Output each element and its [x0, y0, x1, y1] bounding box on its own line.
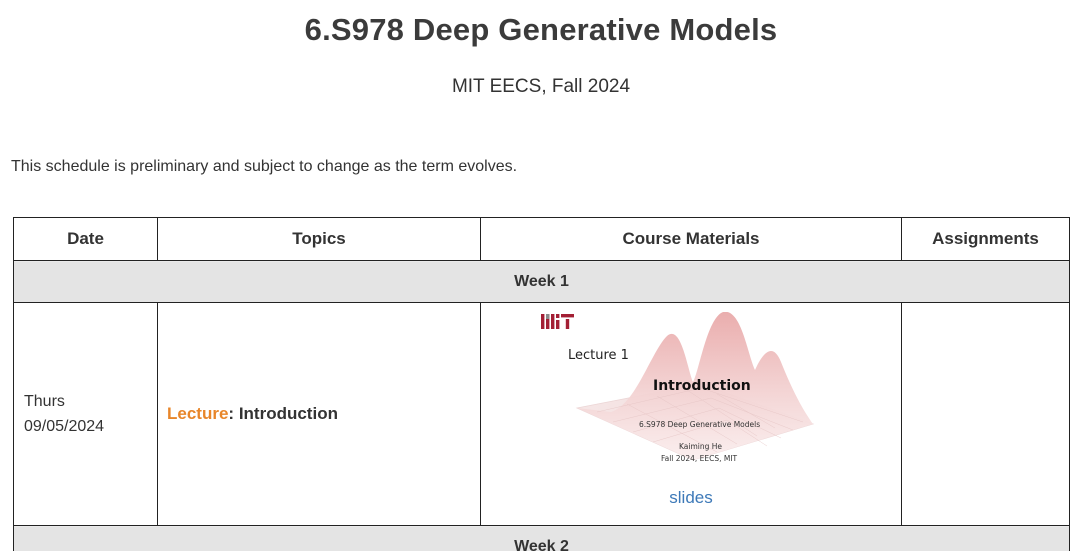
column-header-materials: Course Materials [480, 217, 902, 261]
schedule-table: Date Topics Course Materials Assignments… [13, 217, 1070, 551]
thumbnail-author: Kaiming He [679, 442, 723, 451]
thumbnail-term: Fall 2024, EECS, MIT [661, 454, 738, 463]
table-row: Thurs 09/05/2024 Lecture: Introduction [13, 302, 1070, 526]
thumbnail-lecture-label: Lecture 1 [568, 348, 629, 363]
topic-title: Introduction [238, 404, 338, 423]
topic-cell: Lecture: Introduction [157, 302, 481, 526]
page-subtitle: MIT EECS, Fall 2024 [451, 76, 631, 97]
gaussian-surface-graphic [575, 312, 815, 461]
date-cell: Thurs 09/05/2024 [13, 302, 158, 526]
topic-separator: : [228, 404, 239, 423]
column-header-assignments: Assignments [901, 217, 1070, 261]
schedule-note: This schedule is preliminary and subject… [11, 158, 518, 175]
lecture-tag: Lecture [167, 404, 229, 423]
week-label: Week 1 [13, 260, 1070, 303]
page-title: 6.S978 Deep Generative Models [304, 12, 778, 47]
lecture-date: 09/05/2024 [24, 418, 105, 435]
mit-logo-icon [541, 314, 574, 329]
column-header-date: Date [13, 217, 158, 261]
week-row: Week 2 [13, 525, 1070, 551]
column-header-topics: Topics [157, 217, 481, 261]
slides-link[interactable]: slides [669, 488, 713, 507]
week-label: Week 2 [13, 525, 1070, 551]
slide-thumbnail[interactable]: Lecture 1 Introduction 6.S978 Deep Gener… [541, 312, 841, 472]
materials-cell: Lecture 1 Introduction 6.S978 Deep Gener… [480, 302, 902, 526]
thumbnail-course: 6.S978 Deep Generative Models [639, 420, 761, 429]
assignment-cell [901, 302, 1070, 526]
table-header-row: Date Topics Course Materials Assignments [13, 217, 1070, 261]
thumbnail-title: Introduction [653, 378, 751, 394]
lecture-day: Thurs [24, 393, 65, 410]
week-row: Week 1 [13, 260, 1070, 303]
